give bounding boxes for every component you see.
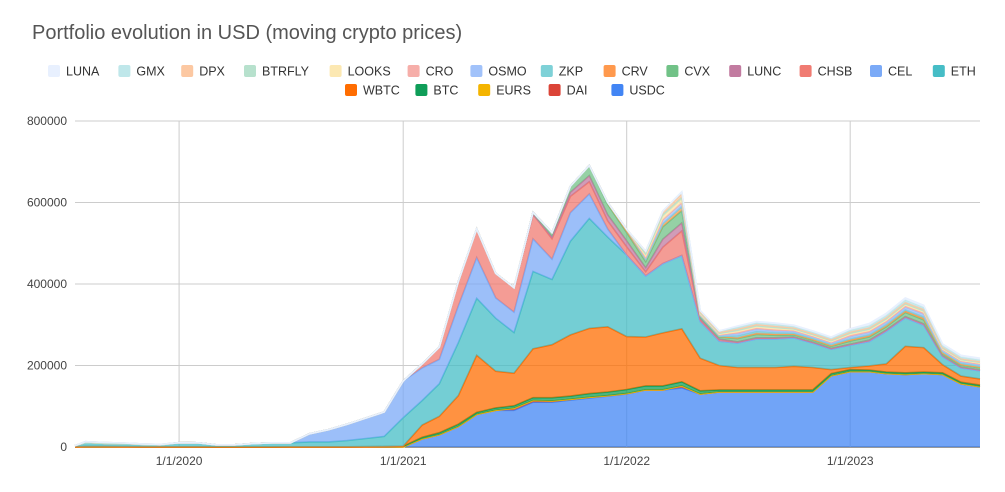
x-tick-label: 1/1/2023 — [827, 454, 874, 468]
legend-label-eurs: EURS — [496, 84, 531, 98]
legend-swatch-gmx — [118, 65, 131, 77]
legend-label-luna: LUNA — [66, 65, 100, 79]
legend-label-looks: LOOKS — [348, 65, 391, 79]
legend-swatch-eurs — [478, 84, 491, 96]
legend-label-cvx: CVX — [684, 65, 710, 79]
legend-label-btc: BTC — [433, 84, 458, 98]
legend-swatch-cro — [407, 65, 420, 77]
y-tick-label: 800000 — [27, 114, 67, 128]
legend-label-chsb: CHSB — [818, 65, 853, 79]
legend-swatch-crv — [603, 65, 616, 77]
legend-label-gmx: GMX — [136, 65, 165, 79]
legend-label-btrfly: BTRFLY — [262, 65, 310, 79]
y-tick-label: 0 — [60, 440, 67, 454]
area-usdc — [75, 371, 980, 447]
legend-swatch-usdc — [611, 84, 624, 96]
legend-swatch-osmo — [470, 65, 483, 77]
y-tick-label: 400000 — [27, 277, 67, 291]
legend-label-cro: CRO — [426, 65, 454, 79]
legend-label-usdc: USDC — [629, 84, 664, 98]
legend-label-zkp: ZKP — [559, 65, 583, 79]
legend-label-osmo: OSMO — [488, 65, 526, 79]
legend-swatch-dai — [548, 84, 561, 96]
legend-swatch-lunc — [729, 65, 742, 77]
legend-label-wbtc: WBTC — [363, 84, 400, 98]
legend-swatch-zkp — [540, 65, 553, 77]
legend-label-dpx: DPX — [199, 65, 225, 79]
legend-swatch-cel — [870, 65, 882, 77]
legend-swatch-dpx — [181, 65, 194, 77]
legend-swatch-chsb — [799, 65, 812, 77]
legend-swatch-wbtc — [345, 84, 357, 96]
legend-label-lunc: LUNC — [747, 65, 781, 79]
x-tick-label: 1/1/2020 — [156, 454, 203, 468]
line-luna — [74, 163, 981, 447]
x-tick-label: 1/1/2022 — [603, 454, 650, 468]
axes: 0 200000 400000 600000 800000 1/1/2020 1/1/202… — [27, 114, 874, 468]
legend-swatch-luna — [48, 65, 60, 77]
legend-label-dai: DAI — [567, 84, 588, 98]
y-tick-label: 600000 — [27, 196, 67, 210]
y-tick-label: 200000 — [27, 359, 67, 373]
legend-label-eth: ETH — [951, 65, 976, 79]
plot-areas — [74, 163, 981, 448]
legend-label-cel: CEL — [888, 65, 912, 79]
legend-label-crv: CRV — [622, 65, 649, 79]
area-wbtc — [75, 326, 980, 447]
legend-swatch-btc — [415, 84, 428, 96]
area-eth — [75, 218, 980, 447]
chart-title: Portfolio evolution in USD (moving crypt… — [32, 22, 463, 44]
legend-swatch-eth — [932, 65, 945, 77]
legend-swatch-looks — [329, 65, 342, 77]
legend: LUNA GMX DPX BTRFLY LOOKS CRO OSMO ZKP CRV CVX LUN… — [48, 65, 976, 98]
legend-swatch-btrfly — [244, 65, 256, 77]
legend-swatch-cvx — [666, 65, 679, 77]
x-tick-label: 1/1/2021 — [380, 454, 427, 468]
